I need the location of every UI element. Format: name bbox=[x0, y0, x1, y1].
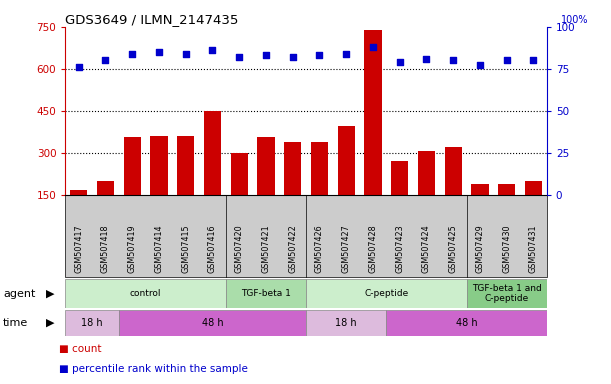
Text: GSM507431: GSM507431 bbox=[529, 225, 538, 273]
Point bbox=[315, 52, 324, 58]
Text: ▶: ▶ bbox=[46, 288, 54, 299]
FancyBboxPatch shape bbox=[467, 279, 547, 308]
Point bbox=[181, 51, 191, 57]
Bar bbox=[230, 153, 248, 237]
Text: ■ count: ■ count bbox=[59, 344, 102, 354]
FancyBboxPatch shape bbox=[306, 279, 467, 308]
Text: TGF-beta 1: TGF-beta 1 bbox=[241, 289, 291, 298]
Text: GSM507419: GSM507419 bbox=[128, 225, 137, 273]
Text: GSM507427: GSM507427 bbox=[342, 225, 351, 273]
Point bbox=[395, 59, 404, 65]
Text: GSM507423: GSM507423 bbox=[395, 225, 404, 273]
Text: 48 h: 48 h bbox=[202, 318, 223, 328]
Text: GSM507428: GSM507428 bbox=[368, 225, 378, 273]
Text: GSM507415: GSM507415 bbox=[181, 225, 190, 273]
Point bbox=[288, 54, 298, 60]
Text: 48 h: 48 h bbox=[456, 318, 477, 328]
Text: TGF-beta 1 and
C-peptide: TGF-beta 1 and C-peptide bbox=[472, 284, 541, 303]
Text: agent: agent bbox=[3, 288, 35, 299]
Text: control: control bbox=[130, 289, 161, 298]
Bar bbox=[525, 181, 542, 237]
FancyBboxPatch shape bbox=[306, 310, 386, 336]
Bar bbox=[498, 184, 516, 237]
Point bbox=[101, 57, 111, 63]
Text: GSM507418: GSM507418 bbox=[101, 225, 110, 273]
Point bbox=[154, 49, 164, 55]
Point bbox=[127, 51, 137, 57]
Bar bbox=[364, 30, 382, 237]
Point bbox=[502, 57, 511, 63]
Bar bbox=[445, 147, 462, 237]
Text: ■ percentile rank within the sample: ■ percentile rank within the sample bbox=[59, 364, 248, 374]
Bar bbox=[471, 184, 489, 237]
Bar bbox=[97, 181, 114, 237]
Point bbox=[261, 52, 271, 58]
Bar bbox=[150, 136, 167, 237]
Text: GSM507414: GSM507414 bbox=[155, 225, 164, 273]
Point bbox=[529, 57, 538, 63]
Bar bbox=[257, 137, 275, 237]
Point bbox=[74, 64, 84, 70]
Bar bbox=[123, 137, 141, 237]
Bar bbox=[418, 151, 435, 237]
Point bbox=[342, 51, 351, 57]
Text: GSM507421: GSM507421 bbox=[262, 225, 271, 273]
Text: 100%: 100% bbox=[561, 15, 588, 25]
FancyBboxPatch shape bbox=[386, 310, 547, 336]
Point bbox=[475, 63, 485, 69]
Text: GSM507426: GSM507426 bbox=[315, 225, 324, 273]
Text: ▶: ▶ bbox=[46, 318, 54, 328]
Text: 18 h: 18 h bbox=[335, 318, 357, 328]
Text: 18 h: 18 h bbox=[81, 318, 103, 328]
Point bbox=[422, 56, 431, 62]
Point bbox=[208, 47, 218, 53]
Text: GSM507425: GSM507425 bbox=[448, 225, 458, 273]
Text: time: time bbox=[3, 318, 28, 328]
FancyBboxPatch shape bbox=[119, 310, 306, 336]
Bar bbox=[337, 126, 355, 237]
Bar bbox=[391, 161, 408, 237]
Text: GSM507424: GSM507424 bbox=[422, 225, 431, 273]
FancyBboxPatch shape bbox=[65, 310, 119, 336]
Text: GDS3649 / ILMN_2147435: GDS3649 / ILMN_2147435 bbox=[65, 13, 239, 26]
Bar bbox=[70, 190, 87, 237]
Bar bbox=[311, 142, 328, 237]
Point bbox=[368, 44, 378, 50]
Point bbox=[235, 54, 244, 60]
Text: GSM507416: GSM507416 bbox=[208, 225, 217, 273]
Text: GSM507420: GSM507420 bbox=[235, 225, 244, 273]
FancyBboxPatch shape bbox=[65, 279, 226, 308]
Text: GSM507417: GSM507417 bbox=[75, 225, 83, 273]
Text: GSM507429: GSM507429 bbox=[475, 225, 485, 273]
Bar bbox=[204, 111, 221, 237]
Text: GSM507422: GSM507422 bbox=[288, 225, 297, 273]
Bar bbox=[284, 142, 301, 237]
Bar bbox=[177, 136, 194, 237]
Point bbox=[448, 57, 458, 63]
Text: C-peptide: C-peptide bbox=[364, 289, 409, 298]
FancyBboxPatch shape bbox=[226, 279, 306, 308]
Text: GSM507430: GSM507430 bbox=[502, 225, 511, 273]
